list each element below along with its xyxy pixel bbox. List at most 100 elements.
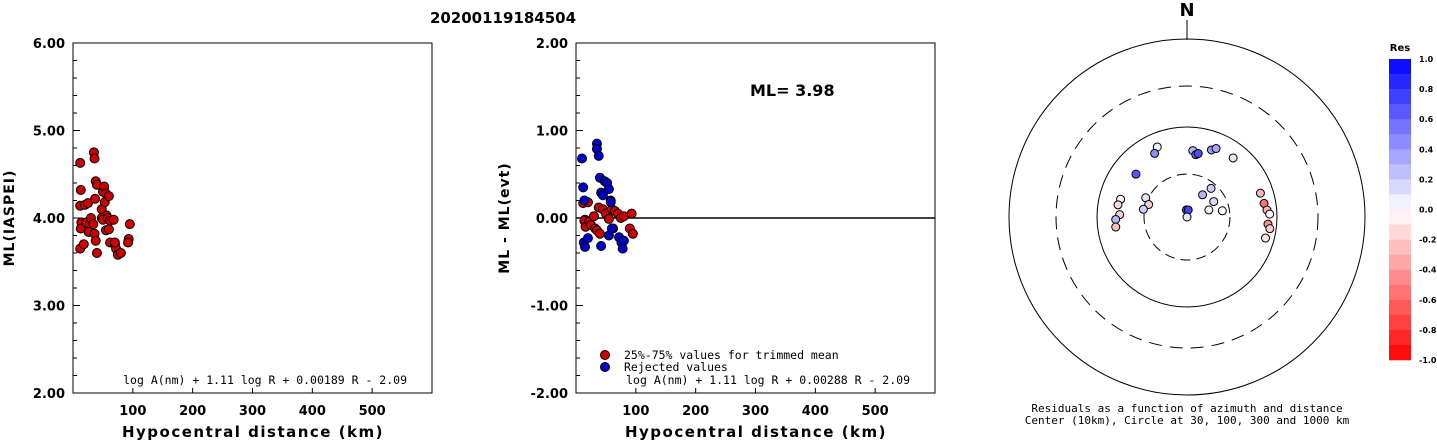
legend: 25%-75% values for trimmed mean Rejected… — [600, 348, 839, 374]
data-point — [582, 233, 593, 244]
residual-point — [1113, 200, 1123, 210]
y-tick-label: 0.00 — [536, 212, 568, 227]
data-point — [91, 248, 102, 258]
data-point — [109, 237, 120, 248]
data-points — [576, 138, 638, 254]
panel-ml-iaspei: 100 200 300 400 500 2.00 3.00 4.00 5.00 6.00 ML(… — [2, 37, 433, 441]
data-point — [605, 197, 616, 208]
residual-point — [1228, 153, 1238, 163]
x-axis-label: Hypocentral distance (km) — [122, 423, 384, 441]
colorbar-cell — [1389, 224, 1411, 240]
north-label: N — [1179, 0, 1194, 21]
data-point — [596, 241, 607, 251]
colorbar-cell — [1389, 164, 1411, 180]
data-point — [78, 239, 89, 250]
residual-point — [1111, 222, 1121, 232]
colorbar-cell — [1389, 299, 1411, 316]
y-axis: -2.00 -1.00 0.00 1.00 2.00 — [531, 37, 583, 402]
data-point — [593, 150, 604, 161]
data-point — [626, 208, 637, 219]
residual-point — [1182, 212, 1192, 222]
residual-point — [1111, 214, 1121, 224]
data-point — [103, 191, 114, 202]
colorbar: Res 1.0 0.8 0.6 0.4 0.2 0.0 -0.2 -0.4 -0.6 -0.8 -1… — [1389, 43, 1437, 365]
y-axis-label: ML(IASPEI) — [2, 170, 18, 267]
colorbar-tick-label: -0.8 — [1419, 326, 1437, 335]
colorbar-cell — [1389, 344, 1411, 361]
colorbar-tick-label: 0.8 — [1419, 85, 1434, 94]
formula-text: log A(nm) + 1.11 log R + 0.00288 R - 2.0… — [626, 373, 910, 387]
x-axis-label: Hypocentral distance (km) — [625, 423, 887, 441]
data-point — [82, 198, 93, 209]
data-point — [103, 224, 114, 235]
x-tick-label: 200 — [682, 404, 709, 419]
x-tick-label: 100 — [622, 404, 649, 419]
ring-1000km — [1008, 38, 1366, 396]
data-point — [603, 213, 614, 224]
data-point — [579, 241, 590, 252]
y-tick-label: 2.00 — [536, 37, 568, 52]
x-tick-label: 500 — [862, 404, 889, 419]
data-point — [617, 243, 628, 254]
y-tick-label: 3.00 — [33, 300, 65, 315]
colorbar-tick-label: -0.6 — [1419, 296, 1437, 305]
residual-points — [1111, 142, 1275, 243]
data-point — [597, 190, 608, 201]
x-axis: 100 200 300 400 500 — [119, 388, 386, 419]
x-tick-label: 200 — [179, 404, 206, 419]
residual-point — [1265, 224, 1275, 234]
colorbar-cell — [1389, 239, 1411, 255]
residual-point — [1255, 188, 1265, 198]
figure-title: 20200119184504 — [430, 9, 576, 27]
data-point — [576, 153, 587, 164]
y-axis: 2.00 3.00 4.00 5.00 6.00 — [33, 37, 80, 402]
colorbar-cell — [1389, 314, 1411, 331]
legend-label-rejected: Rejected values — [624, 360, 728, 374]
residual-point — [1209, 197, 1219, 207]
colorbar-cell — [1389, 134, 1411, 150]
colorbar-tick-label: 1.0 — [1419, 55, 1434, 64]
x-tick-label: 300 — [239, 404, 266, 419]
data-point — [89, 153, 100, 164]
colorbar-tick-label: -1.0 — [1419, 356, 1437, 365]
residual-point — [1150, 148, 1160, 158]
data-point — [603, 184, 614, 195]
colorbar-cell — [1389, 89, 1411, 105]
data-point — [579, 195, 590, 206]
colorbar-cells — [1389, 59, 1411, 361]
colorbar-cell — [1389, 59, 1411, 75]
colorbar-cell — [1389, 149, 1411, 165]
residual-point — [1193, 149, 1203, 159]
ring-300km — [1055, 85, 1319, 349]
residual-point — [1261, 233, 1271, 243]
data-point — [88, 219, 99, 230]
ring-30km — [1143, 173, 1231, 261]
colorbar-cell — [1389, 284, 1411, 301]
colorbar-tick-label: 0.2 — [1419, 175, 1433, 184]
colorbar-cell — [1389, 74, 1411, 90]
y-tick-label: -2.00 — [531, 387, 568, 402]
caption-line-2: Center (10km), Circle at 30, 100, 300 an… — [1025, 414, 1350, 427]
data-point — [115, 248, 126, 258]
y-tick-label: 1.00 — [536, 125, 568, 140]
x-tick-label: 300 — [742, 404, 769, 419]
legend-marker-rejected — [600, 362, 610, 372]
legend-label-trimmed: 25%-75% values for trimmed mean — [624, 348, 839, 362]
colorbar-ticks: 1.0 0.8 0.6 0.4 0.2 0.0 -0.2 -0.4 -0.6 -0.8 -1.0 — [1419, 55, 1437, 365]
data-point — [108, 214, 119, 225]
x-axis: 100 200 300 400 500 — [622, 388, 889, 419]
colorbar-title: Res — [1390, 43, 1410, 54]
data-points — [75, 147, 135, 260]
residual-point — [1265, 209, 1275, 219]
colorbar-tick-label: 0.6 — [1419, 115, 1434, 124]
y-tick-label: 6.00 — [33, 37, 65, 52]
y-tick-label: 5.00 — [33, 125, 65, 140]
y-tick-label: 2.00 — [33, 387, 65, 402]
x-tick-label: 100 — [119, 404, 146, 419]
data-point — [124, 219, 135, 230]
residual-point — [1204, 205, 1214, 215]
colorbar-tick-label: -0.2 — [1419, 236, 1437, 245]
ml-annotation: ML= 3.98 — [750, 81, 835, 100]
data-point — [90, 193, 101, 204]
